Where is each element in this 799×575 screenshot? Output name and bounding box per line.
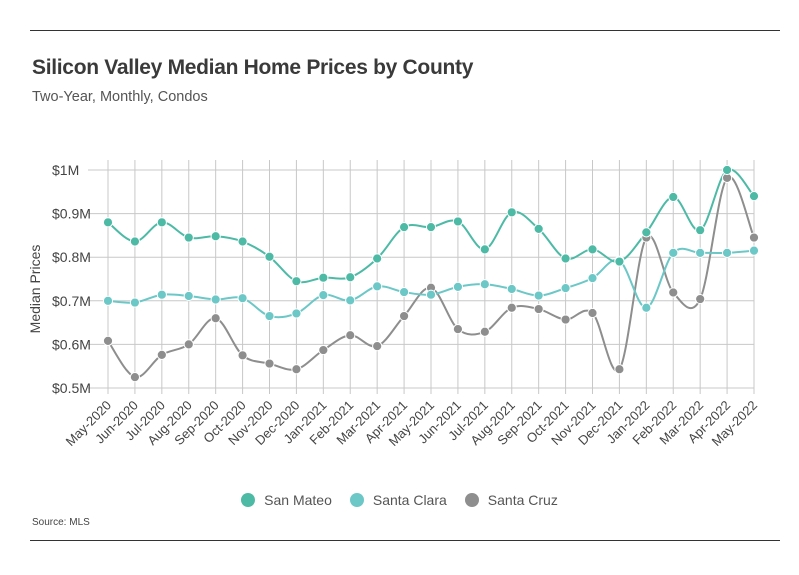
data-point-santa-cruz [291, 364, 302, 375]
data-point-santa-cruz [533, 303, 544, 315]
data-point-san-mateo [129, 236, 141, 247]
data-point-san-mateo [210, 231, 221, 242]
data-point-san-mateo [560, 253, 571, 264]
data-point-santa-clara [452, 281, 464, 292]
data-point-santa-clara [668, 247, 679, 258]
data-point-santa-clara [183, 290, 194, 302]
legend-item-santa-clara: Santa Clara [349, 492, 447, 508]
data-point-santa-clara [560, 283, 571, 294]
data-point-santa-clara [210, 294, 221, 305]
data-point-santa-clara [695, 247, 706, 258]
data-point-santa-clara [291, 308, 302, 319]
data-point-san-mateo [345, 272, 356, 283]
bottom-rule [30, 540, 780, 541]
data-point-santa-clara [102, 295, 114, 306]
data-point-san-mateo [291, 276, 302, 287]
data-point-santa-clara [237, 293, 248, 304]
data-point-santa-cruz [183, 339, 194, 350]
data-point-san-mateo [264, 251, 275, 262]
series-line-santa-cruz [107, 175, 755, 379]
top-rule [30, 30, 780, 31]
data-point-santa-clara [372, 281, 383, 292]
y-tick-label: $1M [52, 162, 79, 178]
data-point-santa-cruz [345, 330, 356, 341]
legend-label-santa-clara: Santa Clara [372, 492, 447, 508]
data-point-san-mateo [614, 256, 625, 267]
data-point-santa-cruz [506, 302, 517, 313]
y-tick-label: $0.9M [52, 206, 91, 222]
data-point-santa-cruz [398, 310, 410, 322]
legend-marker-santa-clara [349, 493, 364, 507]
chart-subtitle: Two-Year, Monthly, Condos [32, 89, 208, 105]
data-point-santa-cruz [748, 232, 760, 243]
data-point-santa-clara [506, 283, 517, 295]
data-point-santa-clara [641, 302, 652, 313]
data-point-san-mateo [102, 217, 114, 228]
data-point-san-mateo [156, 217, 167, 228]
data-point-santa-clara [748, 245, 760, 256]
data-point-santa-cruz [587, 307, 598, 319]
grid [88, 160, 755, 394]
data-point-santa-cruz [479, 326, 490, 337]
data-point-santa-cruz [318, 344, 329, 356]
data-point-santa-clara [721, 247, 733, 258]
data-point-santa-clara [345, 295, 356, 306]
data-point-san-mateo [479, 244, 490, 255]
y-tick-label: $0.6M [52, 336, 91, 352]
data-point-santa-clara [156, 289, 167, 300]
data-point-santa-cruz [695, 293, 706, 305]
data-point-santa-cruz [102, 335, 114, 347]
data-point-san-mateo [506, 207, 517, 218]
legend-item-san-mateo: San Mateo [241, 492, 332, 508]
y-tick-label: $0.8M [52, 249, 91, 265]
source-note: Source: MLS [32, 517, 90, 528]
legend: San Mateo Santa Clara Santa Cruz [0, 492, 799, 508]
data-point-santa-cruz [614, 364, 625, 375]
data-point-santa-clara [587, 273, 598, 284]
y-axis-label: Median Prices [27, 245, 43, 334]
data-point-san-mateo [748, 191, 760, 202]
legend-marker-san-mateo [241, 493, 256, 507]
data-point-san-mateo [452, 216, 464, 227]
data-point-san-mateo [695, 225, 706, 236]
data-point-santa-cruz [210, 313, 221, 324]
y-tick-label: $0.7M [52, 293, 91, 309]
data-point-santa-clara [533, 290, 544, 301]
data-point-san-mateo [425, 222, 437, 233]
data-point-santa-clara [318, 290, 329, 301]
data-point-santa-cruz [372, 341, 383, 352]
data-point-santa-clara [264, 310, 275, 322]
data-point-santa-clara [479, 279, 490, 290]
data-point-san-mateo [641, 227, 652, 238]
data-point-san-mateo [721, 164, 733, 176]
data-point-san-mateo [237, 236, 248, 247]
data-point-santa-cruz [264, 358, 275, 369]
data-point-santa-cruz [129, 372, 141, 383]
data-point-santa-clara [425, 289, 437, 300]
data-point-san-mateo [372, 253, 383, 264]
legend-marker-santa-cruz [464, 493, 479, 507]
data-point-santa-clara [129, 297, 141, 308]
y-tick-label: $0.5M [52, 380, 91, 396]
chart-title: Silicon Valley Median Home Prices by Cou… [32, 56, 474, 79]
axes: $0.5M$0.6M$0.7M$0.8M$0.9M$1MMay-2020Jun-… [27, 162, 760, 449]
data-point-santa-cruz [560, 314, 571, 325]
data-point-santa-cruz [668, 287, 679, 298]
data-point-santa-clara [398, 286, 410, 298]
legend-label-san-mateo: San Mateo [264, 492, 332, 508]
data-point-san-mateo [318, 272, 329, 283]
data-point-san-mateo [533, 223, 544, 234]
data-points [102, 164, 760, 383]
data-point-santa-cruz [156, 349, 167, 360]
legend-item-santa-cruz: Santa Cruz [464, 492, 558, 508]
data-point-santa-cruz [452, 324, 464, 335]
legend-label-santa-cruz: Santa Cruz [487, 492, 558, 508]
data-point-san-mateo [398, 222, 410, 233]
data-point-san-mateo [183, 232, 194, 243]
data-point-san-mateo [668, 191, 679, 203]
data-point-san-mateo [587, 244, 598, 255]
data-point-santa-cruz [237, 350, 248, 361]
